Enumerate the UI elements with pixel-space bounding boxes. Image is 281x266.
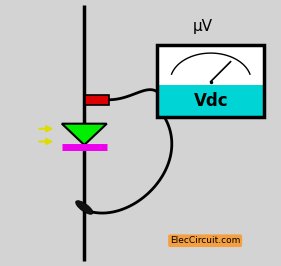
- Text: μV: μV: [192, 19, 212, 34]
- Bar: [157, 85, 264, 117]
- Polygon shape: [62, 124, 107, 145]
- Bar: [157, 45, 264, 85]
- Text: ElecCircuit.com: ElecCircuit.com: [170, 236, 240, 245]
- Text: Vdc: Vdc: [193, 92, 228, 110]
- Ellipse shape: [76, 201, 93, 214]
- Bar: [85, 95, 109, 105]
- Bar: [157, 45, 264, 117]
